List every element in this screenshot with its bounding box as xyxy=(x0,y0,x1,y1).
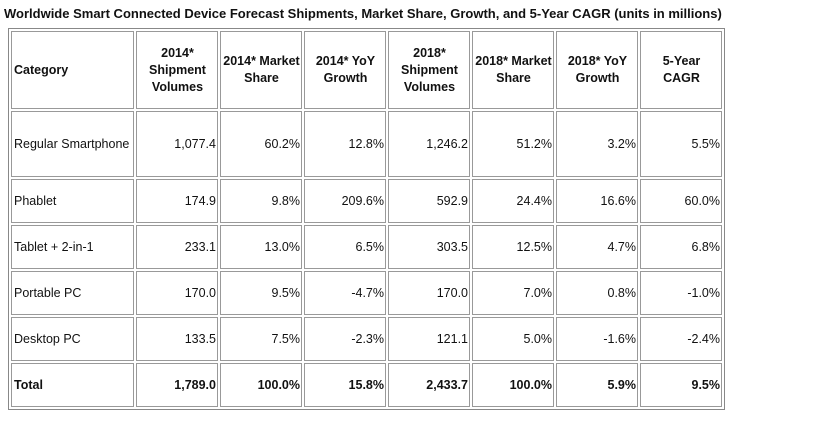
row-label: Desktop PC xyxy=(11,317,134,361)
table-cell: 6.8% xyxy=(640,225,722,269)
header-row: Category 2014* Shipment Volumes 2014* Mark… xyxy=(11,31,722,109)
table-cell: 5.9% xyxy=(556,363,638,407)
table-cell: 4.7% xyxy=(556,225,638,269)
table-cell: 0.8% xyxy=(556,271,638,315)
table-cell: 15.8% xyxy=(304,363,386,407)
row-label: Total xyxy=(11,363,134,407)
table-cell: 592.9 xyxy=(388,179,470,223)
table-cell: 60.2% xyxy=(220,111,302,177)
column-header: 2014* Market Share xyxy=(220,31,302,109)
table-cell: 6.5% xyxy=(304,225,386,269)
table-row: Tablet + 2-in-1 233.1 13.0% 6.5% 303.5 12.5% 4… xyxy=(11,225,722,269)
table-title: Worldwide Smart Connected Device Forecas… xyxy=(4,6,722,21)
table-cell: 170.0 xyxy=(136,271,218,315)
table-cell: 1,077.4 xyxy=(136,111,218,177)
table-cell: 12.5% xyxy=(472,225,554,269)
table-cell: 1,789.0 xyxy=(136,363,218,407)
table-cell: 9.5% xyxy=(640,363,722,407)
table-cell: 170.0 xyxy=(388,271,470,315)
table-cell: 2,433.7 xyxy=(388,363,470,407)
column-header: 2014* YoY Growth xyxy=(304,31,386,109)
table-cell: -2.3% xyxy=(304,317,386,361)
row-label: Tablet + 2-in-1 xyxy=(11,225,134,269)
column-header: 2018* Shipment Volumes xyxy=(388,31,470,109)
table-cell: 9.8% xyxy=(220,179,302,223)
column-header: Category xyxy=(11,31,134,109)
table-cell: 3.2% xyxy=(556,111,638,177)
table-cell: 209.6% xyxy=(304,179,386,223)
table-cell: 60.0% xyxy=(640,179,722,223)
table-cell: 100.0% xyxy=(472,363,554,407)
table-cell: 1,246.2 xyxy=(388,111,470,177)
table-cell: -1.0% xyxy=(640,271,722,315)
row-label: Phablet xyxy=(11,179,134,223)
table-cell: 13.0% xyxy=(220,225,302,269)
table-cell: 7.5% xyxy=(220,317,302,361)
table-cell: 51.2% xyxy=(472,111,554,177)
column-header: 2018* Market Share xyxy=(472,31,554,109)
table-cell: 174.9 xyxy=(136,179,218,223)
table-cell: 5.0% xyxy=(472,317,554,361)
table-row: Portable PC 170.0 9.5% -4.7% 170.0 7.0% 0.8% -1… xyxy=(11,271,722,315)
table-row: Desktop PC 133.5 7.5% -2.3% 121.1 5.0% -1.6% -2… xyxy=(11,317,722,361)
table-cell: 121.1 xyxy=(388,317,470,361)
column-header: 2014* Shipment Volumes xyxy=(136,31,218,109)
table-cell: 233.1 xyxy=(136,225,218,269)
table-cell: 303.5 xyxy=(388,225,470,269)
table-cell: -2.4% xyxy=(640,317,722,361)
table-cell: 100.0% xyxy=(220,363,302,407)
table-cell: -4.7% xyxy=(304,271,386,315)
row-label: Regular Smartphone xyxy=(11,111,134,177)
column-header: 5-Year CAGR xyxy=(640,31,722,109)
table-cell: 16.6% xyxy=(556,179,638,223)
table-row: Regular Smartphone 1,077.4 60.2% 12.8% 1,246… xyxy=(11,111,722,177)
forecast-table: Category 2014* Shipment Volumes 2014* Mark… xyxy=(8,28,725,410)
table-row: Total 1,789.0 100.0% 15.8% 2,433.7 100.0% 5.9%… xyxy=(11,363,722,407)
row-label: Portable PC xyxy=(11,271,134,315)
table-cell: -1.6% xyxy=(556,317,638,361)
table-row: Phablet 174.9 9.8% 209.6% 592.9 24.4% 16.6% 60.… xyxy=(11,179,722,223)
table-cell: 24.4% xyxy=(472,179,554,223)
table-cell: 9.5% xyxy=(220,271,302,315)
table-cell: 5.5% xyxy=(640,111,722,177)
table-cell: 133.5 xyxy=(136,317,218,361)
column-header: 2018* YoY Growth xyxy=(556,31,638,109)
table-cell: 12.8% xyxy=(304,111,386,177)
table-cell: 7.0% xyxy=(472,271,554,315)
